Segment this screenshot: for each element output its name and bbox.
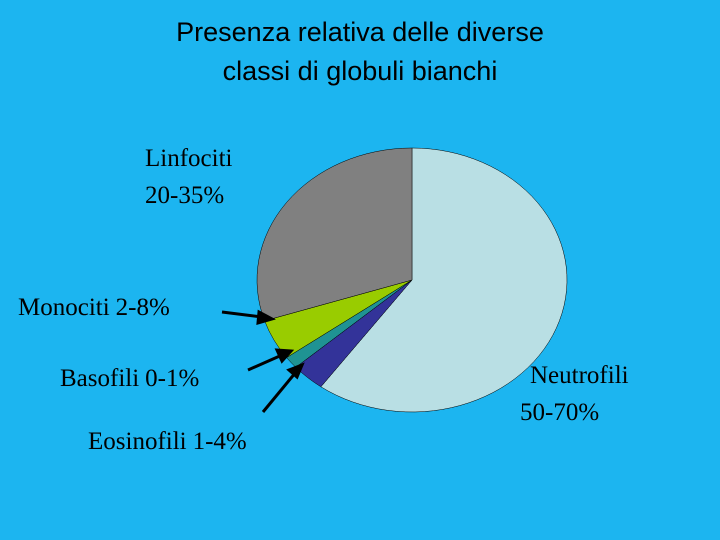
arrow: [221, 310, 263, 319]
pie-slice: [256, 147, 413, 322]
arrow: [247, 353, 283, 372]
slice-label: Basofili 0-1%: [60, 365, 199, 392]
slice-label: Eosinofili 1-4%: [88, 428, 247, 455]
slice-name: Neutrofili: [530, 362, 629, 389]
slice-range: 0-1%: [145, 365, 199, 392]
pie-slice: [320, 147, 568, 413]
arrowhead: [286, 362, 305, 380]
slice-label: Monociti 2-8%: [18, 294, 170, 321]
slice-range: 20-35%: [145, 182, 224, 209]
slice-name: Basofili: [60, 365, 139, 392]
slice-range: 50-70%: [520, 399, 599, 426]
chart-title: classi di globuli bianchi: [223, 56, 498, 86]
slice-name: Eosinofili: [88, 428, 187, 455]
pie: [256, 147, 568, 413]
arrow: [261, 371, 298, 413]
slice-name: Monociti: [18, 294, 110, 321]
chart-title: Presenza relativa delle diverse: [176, 17, 544, 47]
arrowhead: [274, 348, 295, 364]
labels: Neutrofili 50-70% Eosinofili 1-4% Basofili 0-…: [18, 145, 629, 455]
arrows: [221, 309, 305, 413]
arrowhead: [256, 309, 276, 326]
slice-range: 2-8%: [116, 294, 170, 321]
slice-name: Linfociti: [145, 145, 233, 172]
slice-range: 1-4%: [193, 428, 247, 455]
